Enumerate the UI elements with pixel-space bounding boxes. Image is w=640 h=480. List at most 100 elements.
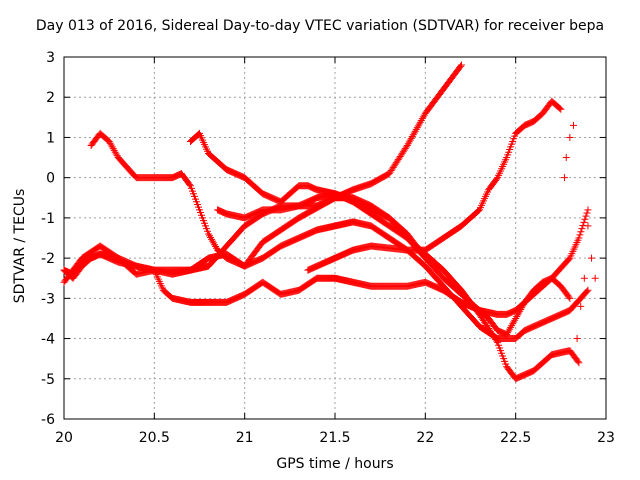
x-tick-label: 20 [55,430,73,446]
data-point-marker [506,325,514,333]
data-point-marker [410,129,418,137]
data-point-marker [584,206,592,214]
data-point-marker [109,145,117,153]
data-point-marker [509,320,517,328]
data-point-marker [575,359,583,367]
x-tick-label: 22 [416,430,434,446]
data-point-marker [211,241,219,249]
x-tick-label: 20.5 [139,430,170,446]
data-point-marker [185,180,193,188]
data-point-marker [210,239,218,247]
data-point-marker [418,115,426,123]
data-point-marker [456,62,464,70]
x-tick-label: 23 [597,430,615,446]
y-tick-label: -5 [41,372,55,388]
data-point-marker [575,234,583,242]
data-point-marker [407,134,415,142]
data-point-marker [493,175,501,183]
data-point-marker [212,242,220,250]
data-point-marker [580,218,588,226]
data-point-marker [415,120,423,128]
data-point-marker [409,131,417,139]
data-point-marker [577,302,585,310]
data-point-marker [584,222,592,230]
data-point-marker [511,316,519,324]
data-point-marker [414,122,422,130]
y-tick-label: 2 [46,90,55,106]
data-point-marker [208,235,216,243]
x-tick-label: 21.5 [319,430,350,446]
data-point-marker [588,254,596,262]
data-point-marker [577,228,585,236]
data-point-marker [573,335,581,343]
data-points [60,61,599,383]
data-point-marker [505,327,513,335]
data-point-marker [421,254,429,262]
data-point-marker [576,231,584,239]
data-point-marker [205,230,213,238]
data-point-marker [583,209,591,217]
data-point-marker [416,118,424,126]
data-point-marker [560,174,568,182]
y-tick-labels: -6 -5 -4 -3 -2 -1 0 1 2 3 [41,50,55,428]
data-point-marker [106,139,114,147]
data-point-marker [417,116,425,124]
y-tick-label: -6 [41,412,55,428]
x-tick-label: 21 [236,430,254,446]
data-point-marker [413,124,421,132]
data-point-marker [512,314,520,322]
data-point-marker [580,274,588,282]
data-point-marker [584,286,592,294]
data-point-marker [508,322,516,330]
data-point-marker [412,125,420,133]
data-point-marker [420,253,428,261]
data-point-marker [206,232,214,240]
data-point-marker [405,138,413,146]
data-point-marker [403,141,411,149]
data-point-marker [419,113,427,121]
y-axis-label: SDTVAR / TECUs [12,188,28,304]
data-point-marker [207,234,215,242]
data-point-marker [411,127,419,135]
data-point-marker [406,136,414,144]
y-tick-label: 1 [46,130,55,146]
data-point-marker [562,154,570,162]
data-point-marker [556,104,564,112]
data-point-marker [514,311,522,319]
data-point-marker [565,293,573,301]
data-point-marker [404,140,412,148]
data-point-marker [112,150,120,158]
data-point-marker [574,357,582,365]
data-point-marker [209,237,217,245]
data-point-marker [408,133,416,141]
data-point-marker [457,61,465,69]
x-tick-label: 22.5 [500,430,531,446]
data-point-marker [569,121,577,129]
data-point-marker [513,313,521,321]
data-point-marker [110,146,118,154]
data-point-marker [578,225,586,233]
data-point-marker [582,212,590,220]
data-point-marker [111,148,119,156]
data-point-marker [507,323,515,331]
x-axis-label: GPS time / hours [276,456,394,472]
data-point-marker [583,287,591,295]
y-tick-label: -3 [41,291,55,307]
grid-lines [64,57,606,419]
y-tick-label: 3 [46,50,55,66]
chart-title: Day 013 of 2016, Sidereal Day-to-day VTE… [35,18,605,34]
y-tick-label: -2 [41,251,55,267]
tick-marks [63,56,607,420]
y-tick-label: -4 [41,332,55,348]
y-tick-label: -1 [41,211,55,227]
x-tick-labels: 20 20.5 21 21.5 22 22.5 23 [55,430,615,446]
data-point-marker [108,143,116,151]
data-point-marker [566,294,574,302]
data-point-marker [566,133,574,141]
data-point-marker [493,337,501,345]
y-tick-label: 0 [46,171,55,187]
data-point-marker [107,141,115,149]
data-point-marker [591,274,599,282]
data-point-marker [510,318,518,326]
